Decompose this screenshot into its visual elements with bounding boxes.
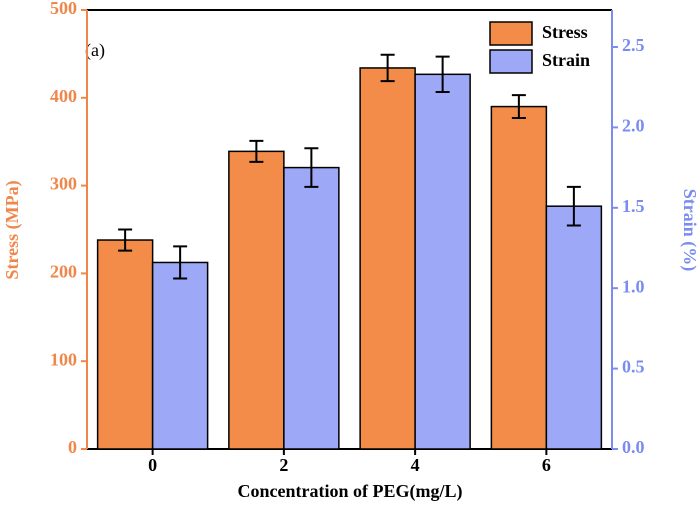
y2-tick-label: 0.0 bbox=[622, 437, 645, 457]
error-bar bbox=[566, 185, 581, 227]
y-tick-label: 0 bbox=[68, 437, 77, 457]
y2-tick-label: 1.0 bbox=[622, 276, 645, 296]
error-bar bbox=[435, 55, 450, 94]
bar bbox=[414, 73, 471, 450]
bar bbox=[545, 205, 603, 450]
y-tick-label: 300 bbox=[50, 174, 77, 194]
bar bbox=[96, 239, 154, 450]
legend-label: Strain bbox=[542, 50, 590, 70]
y2-axis-label: Strain (%) bbox=[679, 189, 700, 272]
bar bbox=[490, 105, 548, 450]
x-tick-label: 6 bbox=[542, 455, 551, 475]
error-bar bbox=[173, 245, 188, 280]
bar bbox=[151, 261, 209, 450]
error-bar bbox=[118, 228, 133, 252]
y2-tick-label: 1.5 bbox=[622, 196, 645, 216]
y-axis-label: Stress (MPa) bbox=[2, 180, 23, 279]
x-tick-label: 0 bbox=[148, 455, 157, 475]
error-bar bbox=[249, 139, 264, 163]
error-bar bbox=[511, 94, 526, 119]
legend-label: Stress bbox=[542, 22, 588, 42]
bar bbox=[283, 166, 340, 450]
y2-tick-label: 2.0 bbox=[622, 116, 645, 136]
y-tick-label: 100 bbox=[50, 349, 77, 369]
legend-swatch bbox=[489, 49, 533, 74]
annotation: (a) bbox=[85, 40, 105, 61]
error-bar bbox=[304, 147, 319, 188]
y2-tick-label: 2.5 bbox=[622, 35, 645, 55]
y-tick-label: 200 bbox=[50, 262, 77, 282]
y-tick-label: 500 bbox=[50, 0, 77, 18]
x-tick-label: 4 bbox=[411, 455, 420, 475]
y-tick-label: 400 bbox=[50, 86, 77, 106]
legend-swatch bbox=[489, 21, 533, 46]
bar bbox=[228, 150, 285, 450]
y2-tick-label: 0.5 bbox=[622, 357, 645, 377]
bar bbox=[359, 67, 416, 450]
x-axis-label: Concentration of PEG(mg/L) bbox=[238, 481, 463, 502]
error-bar bbox=[380, 53, 395, 83]
x-tick-label: 2 bbox=[279, 455, 288, 475]
